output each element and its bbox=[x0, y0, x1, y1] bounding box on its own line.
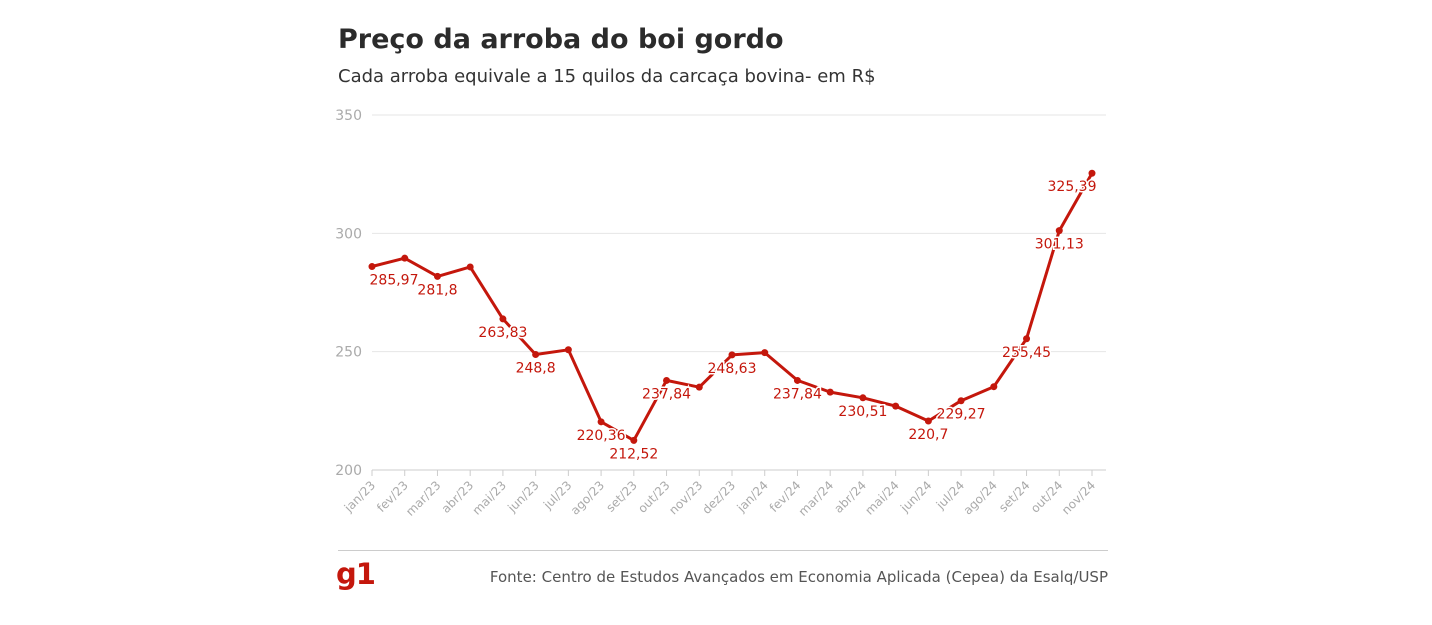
data-point bbox=[499, 315, 507, 323]
source-note: Fonte: Centro de Estudos Avançados em Ec… bbox=[489, 568, 1108, 586]
x-tick-label: mar/23 bbox=[403, 478, 444, 519]
y-tick-label: 200 bbox=[335, 463, 362, 479]
x-tick-label: jun/24 bbox=[897, 478, 934, 515]
data-point bbox=[695, 383, 703, 391]
data-label: 263,83 bbox=[478, 325, 527, 341]
data-label: 281,8 bbox=[417, 282, 457, 298]
line-chart: 200 250 300 350 jan/23fev/23mar/23abr/23mai… bbox=[335, 108, 1106, 519]
data-label: 220,36 bbox=[577, 428, 626, 444]
x-tick-label: set/24 bbox=[996, 478, 1033, 515]
data-point bbox=[630, 436, 638, 444]
data-point bbox=[859, 394, 867, 402]
x-tick-label: ago/24 bbox=[961, 478, 1000, 517]
data-point bbox=[401, 254, 409, 262]
y-tick-label: 350 bbox=[335, 108, 362, 124]
data-point bbox=[728, 351, 736, 359]
data-label: 255,45 bbox=[1002, 345, 1051, 361]
x-tick-label: abr/24 bbox=[831, 478, 869, 516]
data-label: 212,52 bbox=[609, 446, 658, 462]
data-point bbox=[532, 351, 540, 359]
data-label: 301,13 bbox=[1035, 237, 1084, 253]
data-label: 285,97 bbox=[370, 273, 419, 289]
data-point bbox=[663, 376, 671, 384]
data-point bbox=[433, 272, 441, 280]
data-point bbox=[826, 388, 834, 396]
data-point bbox=[1023, 335, 1031, 343]
x-tick-label: set/23 bbox=[603, 478, 640, 515]
y-tick-label: 300 bbox=[335, 226, 362, 242]
data-label: 220,7 bbox=[908, 427, 948, 443]
x-tick-label: mar/24 bbox=[796, 478, 837, 519]
x-tick-label: dez/23 bbox=[699, 478, 738, 517]
data-point bbox=[597, 418, 605, 426]
x-tick-label: jan/24 bbox=[734, 478, 771, 515]
data-label: 230,51 bbox=[838, 404, 887, 420]
x-tick-label: out/24 bbox=[1028, 478, 1065, 515]
x-tick-label: abr/23 bbox=[439, 478, 477, 516]
x-tick-label: jun/23 bbox=[504, 478, 541, 515]
y-tick-label: 250 bbox=[335, 345, 362, 361]
data-label: 237,84 bbox=[642, 386, 691, 402]
data-point bbox=[1055, 227, 1063, 235]
data-label: 248,8 bbox=[516, 361, 556, 377]
footer-divider bbox=[338, 550, 1108, 551]
data-point bbox=[466, 263, 474, 271]
data-label: 248,63 bbox=[708, 361, 757, 377]
data-point bbox=[990, 383, 998, 391]
data-label: 237,84 bbox=[773, 386, 822, 402]
g1-logo: g1 bbox=[336, 557, 376, 591]
x-tick-label: jan/23 bbox=[341, 478, 378, 515]
chart-title: Preço da arroba do boi gordo bbox=[338, 24, 784, 55]
x-tick-label: ago/23 bbox=[568, 478, 607, 517]
chart-subtitle: Cada arroba equivale a 15 quilos da carc… bbox=[338, 66, 876, 87]
data-point bbox=[892, 402, 900, 410]
x-tick-label: nov/23 bbox=[666, 478, 705, 517]
x-tick-label: nov/24 bbox=[1059, 478, 1098, 517]
data-points bbox=[368, 169, 1096, 444]
x-tick-label: out/23 bbox=[635, 478, 672, 515]
data-point bbox=[957, 397, 965, 405]
series-line bbox=[371, 172, 1094, 442]
data-label: 325,39 bbox=[1048, 179, 1097, 195]
grid-layer: 200 250 300 350 bbox=[335, 108, 1106, 479]
series-line-layer bbox=[371, 172, 1094, 442]
data-point bbox=[761, 349, 769, 357]
x-tick-label: mai/23 bbox=[470, 478, 509, 517]
data-point bbox=[924, 417, 932, 425]
data-point bbox=[793, 376, 801, 384]
data-point bbox=[368, 263, 376, 271]
data-point bbox=[564, 346, 572, 354]
data-label: 229,27 bbox=[937, 407, 986, 423]
x-tick-label: mai/24 bbox=[862, 478, 901, 517]
data-point bbox=[1088, 169, 1096, 177]
